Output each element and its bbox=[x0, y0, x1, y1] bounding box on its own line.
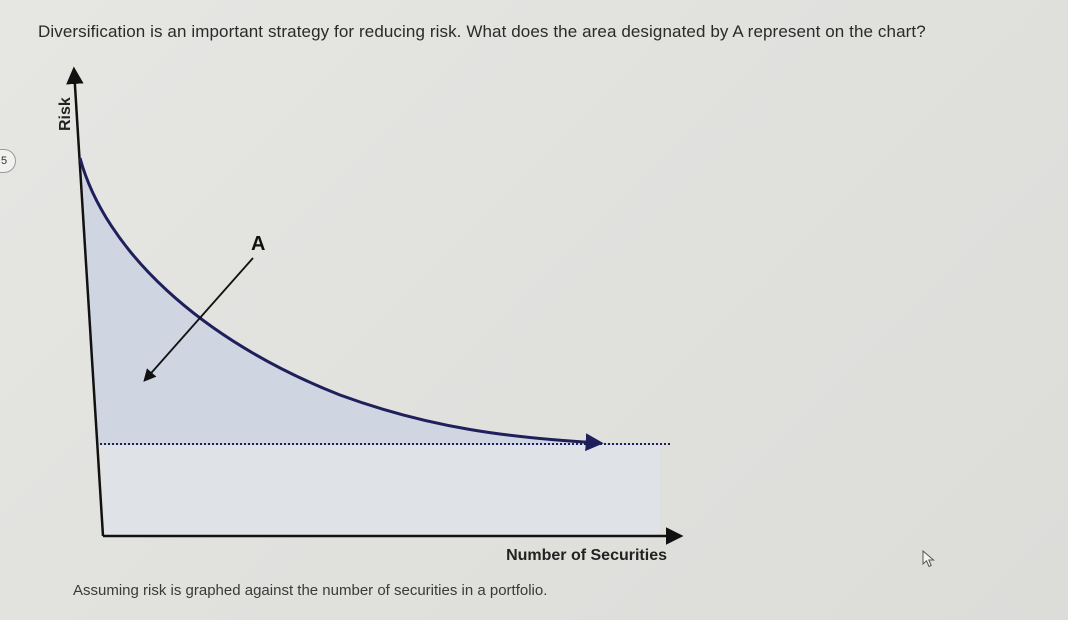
y-axis-label: Risk bbox=[57, 97, 74, 131]
mouse-pointer-icon bbox=[922, 549, 936, 573]
risk-curve bbox=[78, 157, 604, 452]
y-axis bbox=[66, 66, 105, 537]
x-axis-label: Number of Securities bbox=[506, 547, 667, 564]
question-text: Diversification is an important strategy… bbox=[38, 22, 926, 41]
annotation-a-label: A bbox=[251, 233, 265, 255]
chart-caption: Assuming risk is graphed against the num… bbox=[73, 582, 548, 599]
annotation-a-arrow bbox=[143, 257, 254, 382]
area-above-floor bbox=[82, 162, 660, 445]
area-below-floor bbox=[103, 445, 660, 535]
